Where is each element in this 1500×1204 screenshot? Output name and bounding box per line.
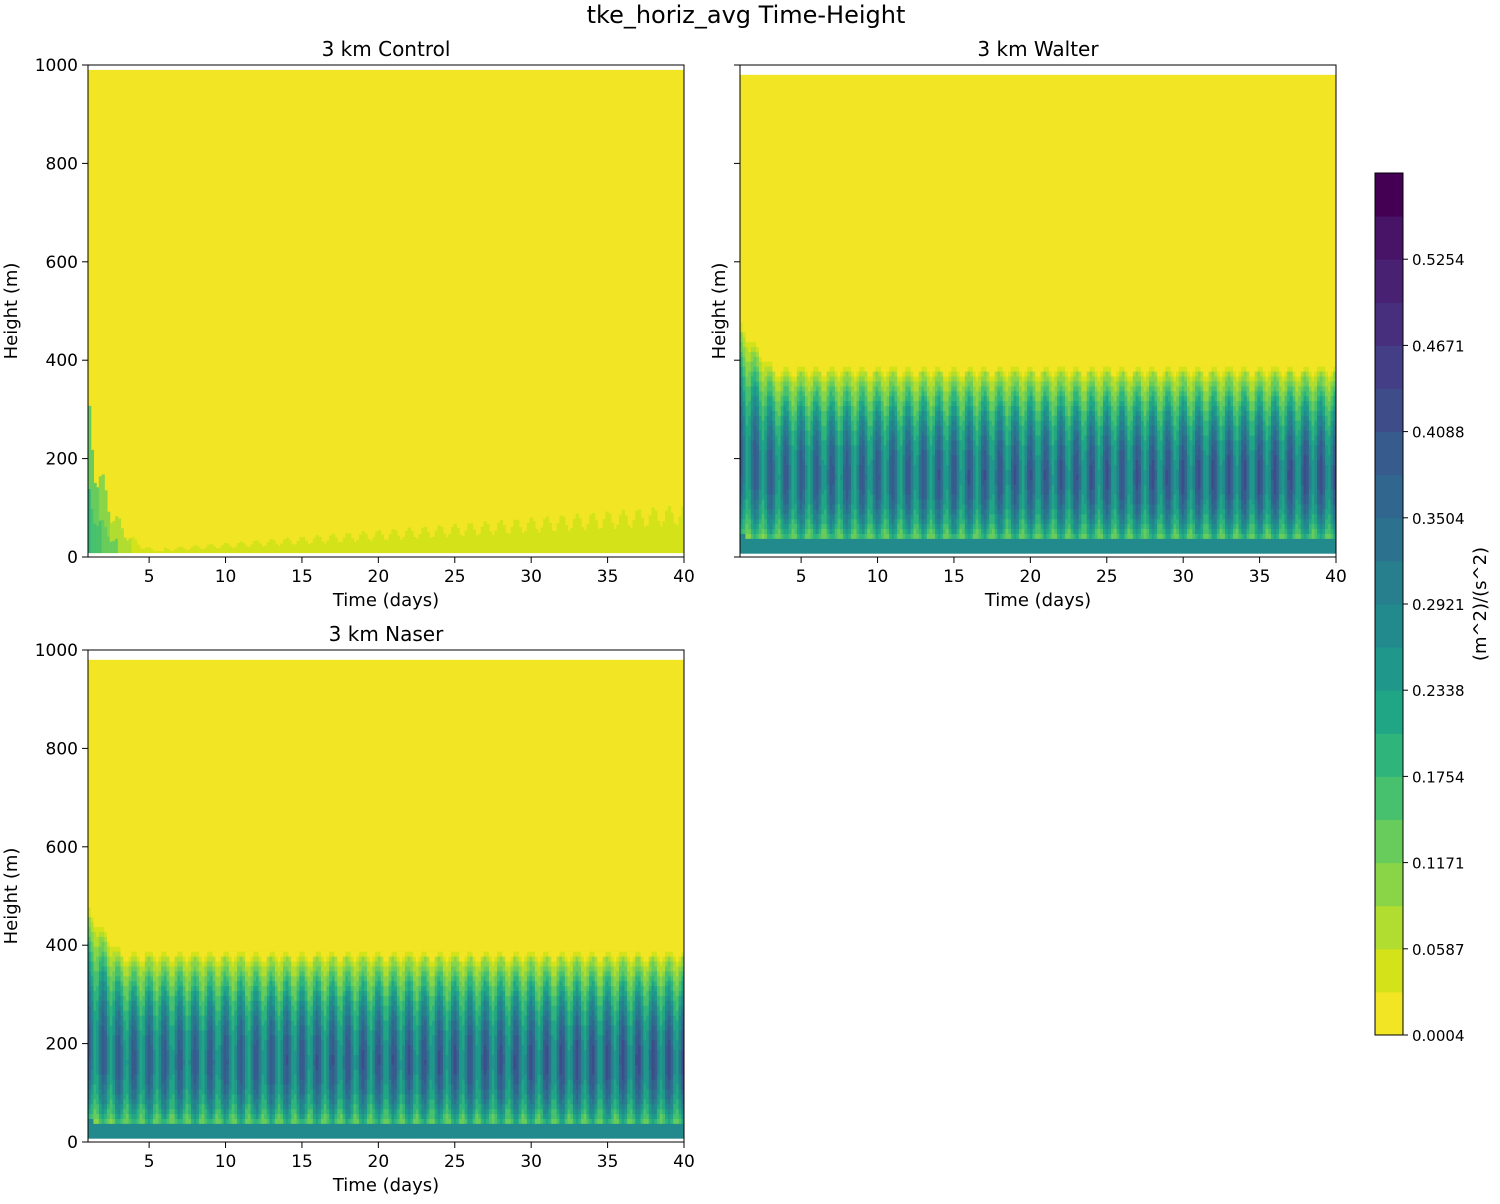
heatmap-cell (940, 359, 943, 361)
panel-0: 3 km Control 5 10 15 20 25 30 35 40 Time (days) 0 2… (1, 37, 695, 611)
x-tick-label: 15 (291, 567, 313, 587)
heatmap-cell (970, 359, 973, 362)
x-tick-label: 40 (673, 567, 695, 587)
x-tick-label: 20 (368, 567, 390, 587)
heatmap-cell (759, 343, 762, 347)
y-tick-label: 1000 (35, 56, 78, 76)
y-tick-label: 0 (67, 548, 78, 568)
y-tick-label: 600 (46, 253, 78, 273)
heatmap-field (740, 75, 1337, 554)
heatmap-cell (802, 359, 805, 362)
panels: 3 km Control 5 10 15 20 25 30 35 40 Time (days) 0 2… (1, 37, 1347, 1196)
x-tick-label: 10 (215, 567, 237, 587)
y-axis-label: Height (m) (1, 263, 22, 360)
heatmap-cell (754, 331, 757, 332)
heatmap-cell (756, 336, 759, 337)
heatmap-cell (894, 359, 897, 362)
heatmap-cell (924, 358, 927, 361)
heatmap-cell (756, 337, 759, 343)
heatmap-cell (767, 351, 770, 352)
x-tick-label: 30 (520, 567, 542, 587)
heatmap-cell (773, 360, 776, 362)
heatmap-cell (743, 319, 746, 322)
figure-title: tke_horiz_avg Time-Height (587, 1, 906, 29)
heatmap-cell (745, 326, 748, 328)
heatmap-cell (1049, 361, 1052, 362)
y-tick-label: 400 (46, 351, 78, 371)
x-axis-label: Time (days) (332, 590, 439, 611)
x-tick-label: 5 (144, 567, 155, 587)
heatmap-background (88, 70, 684, 553)
heatmap-cell (1016, 359, 1019, 362)
panel-title: 3 km Control (322, 37, 451, 61)
heatmap-cell (911, 360, 914, 361)
heatmap-cell (835, 361, 838, 362)
heatmap-field (88, 70, 685, 553)
heatmap-cell (987, 360, 990, 362)
heatmap-cell (1033, 360, 1036, 362)
heatmap-cell (848, 359, 851, 362)
y-tick-label: 800 (46, 154, 78, 174)
heatmap-cell (789, 361, 792, 362)
heatmap-cell (819, 360, 822, 362)
heatmap-cell (770, 354, 773, 357)
heatmap-cell (1003, 361, 1006, 362)
x-tick-label: 25 (444, 567, 466, 587)
heatmap-cell (865, 360, 868, 362)
x-tick-label: 35 (597, 567, 619, 587)
y-tick-label: 200 (46, 450, 78, 470)
heatmap-cell (957, 361, 960, 362)
